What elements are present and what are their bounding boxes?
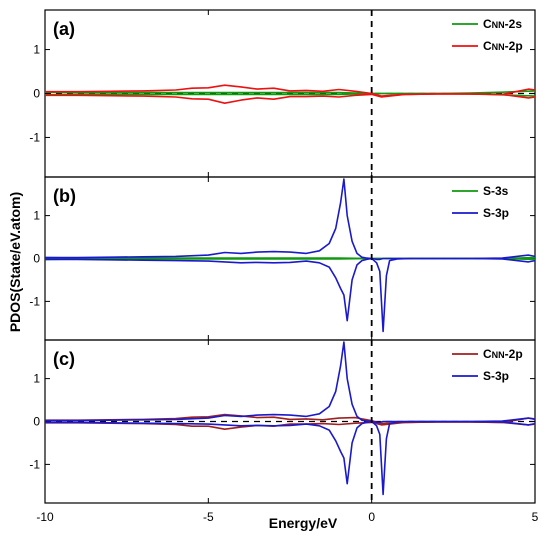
series-line-down — [45, 257, 536, 333]
legend-label-subscript: NN — [492, 42, 505, 52]
x-tick-label: 0 — [368, 510, 375, 524]
y-tick-label: 1 — [33, 209, 40, 223]
panel-label: (a) — [53, 19, 75, 39]
y-tick-label: 0 — [33, 252, 40, 266]
y-tick-label: 0 — [33, 415, 40, 429]
series-line-down — [45, 93, 536, 104]
series-line-down — [45, 420, 536, 496]
legend-label-main: S-3p — [483, 206, 509, 220]
y-tick-label: 1 — [33, 372, 40, 386]
panel-label: (c) — [53, 349, 75, 369]
legend-label-main: C — [483, 347, 492, 361]
legend-label-suffix: -2s — [505, 17, 523, 31]
legend-label-main: C — [483, 39, 492, 53]
legend-label-suffix: -2p — [505, 39, 523, 53]
panel-1: 1 0 -1 (b) S-3s S-3p — [29, 176, 536, 341]
legend-label-subscript: NN — [492, 20, 505, 30]
y-tick-label: 0 — [33, 87, 40, 101]
y-tick-label: 1 — [33, 43, 40, 57]
legend-label-main: S-3p — [483, 369, 509, 383]
x-tick-label: -5 — [203, 510, 214, 524]
legend-label: CNN-2p — [483, 347, 523, 361]
x-axis-title: Energy/eV — [269, 515, 338, 531]
legend-label: CNN-2s — [483, 17, 522, 31]
legend-label: S-3s — [483, 184, 509, 198]
legend-label-main: S-3s — [483, 184, 509, 198]
y-tick-label: -1 — [29, 130, 40, 144]
x-tick-label: 5 — [532, 510, 539, 524]
y-axis-title: PDOS(State/eV.atom) — [7, 192, 23, 332]
legend-label: CNN-2p — [483, 39, 523, 53]
legend-label-subscript: NN — [492, 350, 505, 360]
panel-label: (b) — [53, 186, 76, 206]
legend-label-suffix: -2p — [505, 347, 523, 361]
legend-label-main: C — [483, 17, 492, 31]
x-tick-label: -10 — [36, 510, 54, 524]
legend-label: S-3p — [483, 369, 509, 383]
y-tick-label: -1 — [29, 457, 40, 471]
legend-label: S-3p — [483, 206, 509, 220]
panel-2: 1 0 -1 (c) CNN-2p S-3p — [29, 339, 536, 504]
y-tick-label: -1 — [29, 294, 40, 308]
